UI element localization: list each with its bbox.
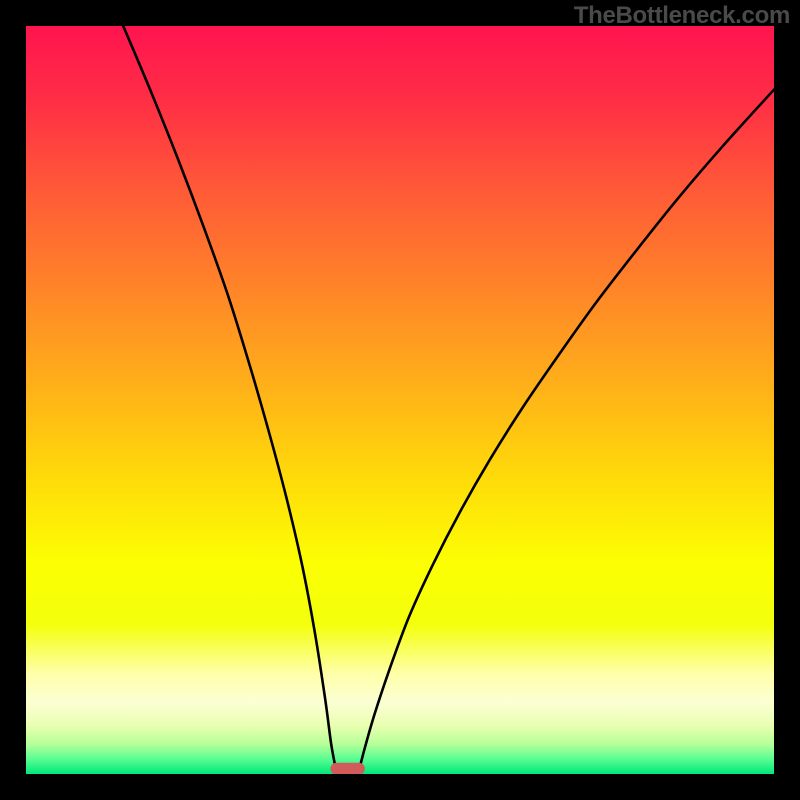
gradient-background [26, 26, 774, 774]
plot-svg [26, 26, 774, 774]
watermark-label: TheBottleneck.com [574, 2, 790, 30]
plot-area [26, 26, 774, 774]
chart-frame: TheBottleneck.com [0, 0, 800, 800]
trough-marker [330, 763, 364, 774]
